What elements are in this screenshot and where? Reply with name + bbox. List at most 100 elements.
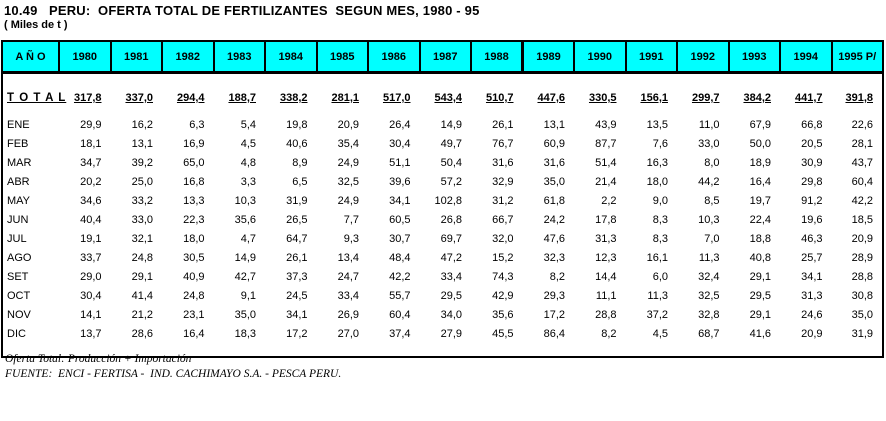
value-cell: 24,5: [286, 289, 308, 302]
page-title: 10.49 PERU: OFERTA TOTAL DE FERTILIZANTE…: [4, 3, 480, 18]
footer-source: FUENTE: ENCI - FERTISA - IND. CACHIMAYO …: [5, 368, 342, 380]
month-label-cell: FEB: [7, 137, 29, 150]
value-cell: 29,1: [131, 270, 153, 283]
value-cell: 33,4: [337, 289, 359, 302]
month-row: ABR 20,2 25,0 16,8 3,3 6,5 32,5 39,6 57,2 32,9 35,…: [2, 172, 883, 191]
value-cell: 47,2: [440, 251, 462, 264]
value-cell: 29,0: [80, 270, 102, 283]
value-cell: 33,0: [131, 213, 153, 226]
value-cell: 30,7: [389, 232, 411, 245]
total-value-cell: 447,6: [537, 92, 565, 104]
value-cell: 41,4: [131, 289, 153, 302]
value-cell: 11,3: [647, 289, 668, 302]
value-cell: 39,2: [131, 156, 153, 169]
value-cell: 24,9: [337, 194, 359, 207]
value-cell: 40,9: [183, 270, 205, 283]
value-cell: 29,1: [749, 270, 771, 283]
total-value-cell: 337,0: [125, 92, 153, 104]
value-cell: 60,9: [543, 137, 565, 150]
value-cell: 13,3: [183, 194, 205, 207]
value-cell: 15,2: [492, 251, 514, 264]
value-cell: 87,7: [595, 137, 617, 150]
value-cell: 29,1: [749, 308, 771, 321]
value-cell: 29,5: [440, 289, 462, 302]
value-cell: 40,6: [286, 137, 308, 150]
value-cell: 13,5: [646, 118, 668, 131]
value-cell: 10,3: [698, 213, 720, 226]
total-value-cell: 517,0: [382, 92, 411, 104]
value-cell: 18,0: [183, 232, 205, 245]
value-cell: 12,3: [595, 251, 617, 264]
value-cell: 24,9: [337, 156, 359, 169]
value-cell: 7,0: [704, 232, 720, 245]
value-cell: 18,8: [749, 232, 771, 245]
month-label-cell: MAR: [7, 156, 32, 169]
value-cell: 33,0: [698, 137, 720, 150]
value-cell: 7,6: [652, 137, 668, 150]
value-cell: 35,0: [543, 175, 565, 188]
fertilizer-supply-table: A Ñ O 1980 1981 1982 1983 1984 1985 1986 1987 198…: [1, 40, 884, 358]
year-header-cell: 1995 P/: [830, 40, 884, 74]
value-cell: 42,7: [234, 270, 256, 283]
value-cell: 51,1: [389, 156, 411, 169]
year-header-cell: 1992: [676, 40, 730, 74]
total-value-cell: 294,4: [176, 92, 205, 104]
value-cell: 16,1: [646, 251, 668, 264]
month-label-cell: OCT: [7, 289, 31, 302]
value-cell: 30,8: [851, 289, 873, 302]
total-value-cell: 510,7: [485, 92, 514, 104]
value-cell: 32,5: [698, 289, 720, 302]
year-header-cell: 1990: [573, 40, 627, 74]
value-cell: 13,7: [80, 327, 102, 340]
value-cell: 32,1: [131, 232, 153, 245]
value-cell: 4,5: [240, 137, 256, 150]
value-cell: 26,1: [286, 251, 308, 264]
month-row: DIC 13,7 28,6 16,4 18,3 17,2 27,0 37,4 27,9 45,5 8…: [2, 324, 883, 343]
value-cell: 46,3: [801, 232, 823, 245]
year-header-cell: 1986: [367, 40, 421, 74]
month-row: NOV 14,1 21,2 23,1 35,0 34,1 26,9 60,4 34,0 35,6 1…: [2, 305, 883, 324]
value-cell: 18,0: [646, 175, 668, 188]
month-label-cell: MAY: [7, 194, 31, 207]
value-cell: 30,9: [801, 156, 823, 169]
value-cell: 34,1: [286, 308, 308, 321]
month-row: SET 29,0 29,1 40,9 42,7 37,3 24,7 42,2 33,4 74,3 8…: [2, 267, 883, 286]
value-cell: 32,9: [492, 175, 514, 188]
value-cell: 50,0: [749, 137, 771, 150]
value-cell: 86,4: [543, 327, 565, 340]
value-cell: 17,8: [595, 213, 617, 226]
month-row: FEB 18,1 13,1 16,9 4,5 40,6 35,4 30,4 49,7 76,7 60…: [2, 134, 883, 153]
total-value-cell: 391,8: [845, 92, 873, 104]
value-cell: 31,6: [492, 156, 514, 169]
value-cell: 14,4: [595, 270, 617, 283]
total-value-cell: 188,7: [228, 92, 256, 104]
month-label-cell: JUL: [7, 232, 27, 245]
month-label-cell: DIC: [7, 327, 26, 340]
year-header-cell: 1993: [727, 40, 781, 74]
value-cell: 31,2: [492, 194, 514, 207]
value-cell: 24,2: [543, 213, 565, 226]
value-cell: 61,8: [543, 194, 565, 207]
value-cell: 33,2: [131, 194, 153, 207]
value-cell: 24,8: [183, 289, 205, 302]
value-cell: 60,4: [851, 175, 873, 188]
value-cell: 6,0: [652, 270, 668, 283]
value-cell: 16,8: [183, 175, 205, 188]
value-cell: 67,9: [749, 118, 771, 131]
value-cell: 2,2: [601, 194, 617, 207]
value-cell: 37,2: [646, 308, 668, 321]
value-cell: 8,5: [704, 194, 720, 207]
value-cell: 16,9: [183, 137, 205, 150]
value-cell: 25,7: [801, 251, 823, 264]
value-cell: 16,4: [183, 327, 205, 340]
value-cell: 28,8: [851, 270, 873, 283]
total-value-cell: 441,7: [794, 92, 823, 104]
value-cell: 6,3: [189, 118, 205, 131]
value-cell: 26,1: [492, 118, 514, 131]
value-cell: 10,3: [234, 194, 256, 207]
value-cell: 28,1: [851, 137, 873, 150]
total-value-cell: 281,1: [331, 92, 359, 104]
year-header-cell: 1980: [58, 40, 112, 74]
year-header-row: A Ñ O 1980 1981 1982 1983 1984 1985 1986 1987 198…: [1, 40, 884, 74]
value-cell: 21,4: [595, 175, 617, 188]
